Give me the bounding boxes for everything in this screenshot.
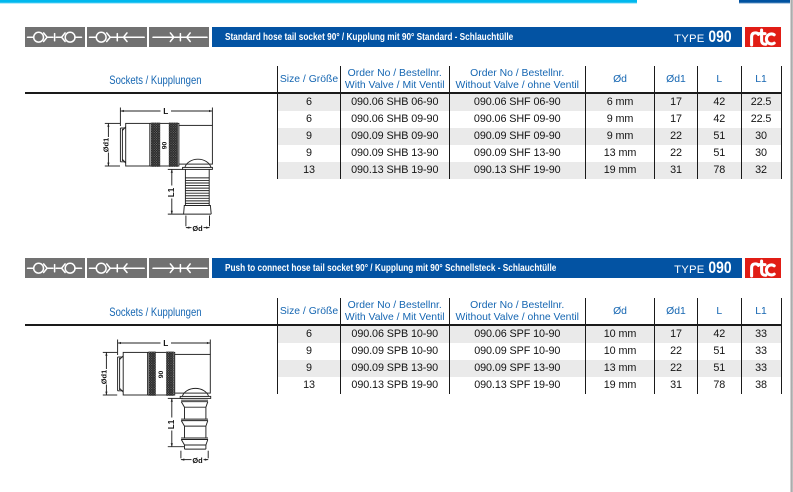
svg-text:L: L — [163, 339, 168, 348]
svg-text:L: L — [163, 107, 168, 116]
svg-text:90: 90 — [158, 371, 165, 379]
svg-text:L1: L1 — [167, 187, 176, 197]
svg-text:Ød: Ød — [192, 224, 203, 233]
svg-text:L1: L1 — [167, 420, 176, 430]
svg-text:Ød1: Ød1 — [99, 370, 108, 384]
svg-text:90: 90 — [162, 142, 169, 150]
svg-text:Ød: Ød — [192, 456, 203, 465]
svg-text:Ød1: Ød1 — [101, 138, 110, 152]
